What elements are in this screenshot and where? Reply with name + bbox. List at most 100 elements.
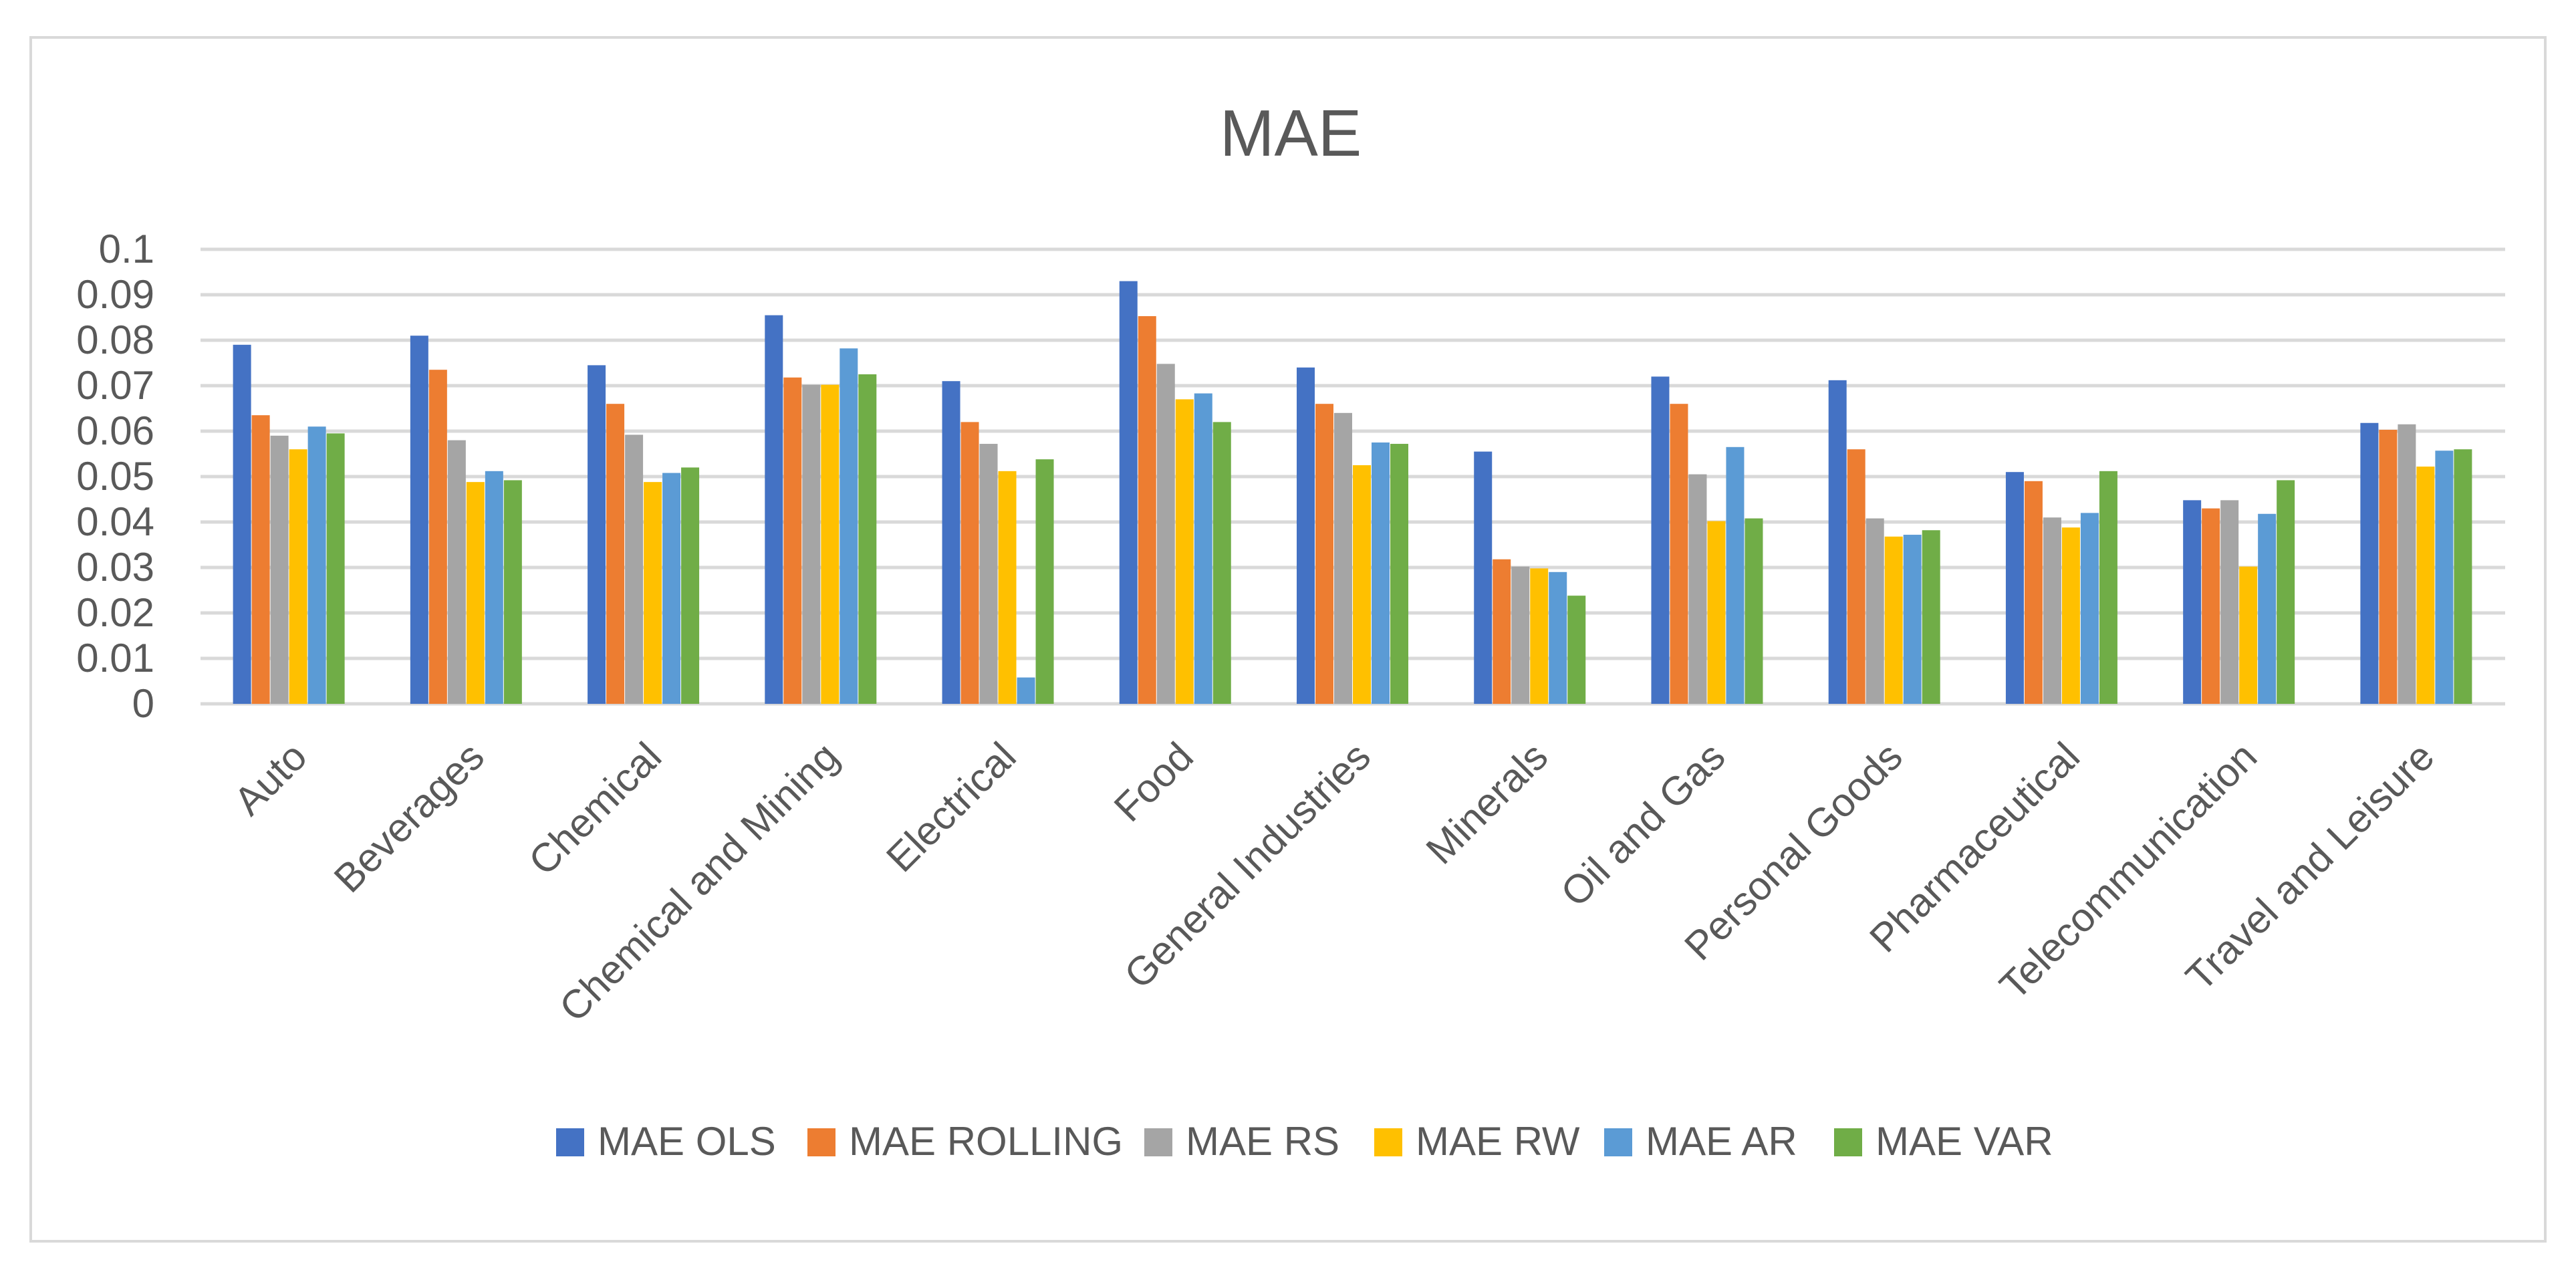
bar	[466, 482, 485, 704]
bar	[765, 315, 783, 705]
bar	[1865, 518, 1884, 704]
bar	[2202, 508, 2220, 704]
y-tick-label: 0.05	[76, 454, 154, 499]
legend-swatch	[1834, 1128, 1862, 1156]
bar	[2398, 424, 2416, 704]
bar	[1156, 364, 1175, 704]
bar	[1670, 404, 1688, 704]
bars	[233, 281, 2472, 705]
y-tick-label: 0.07	[76, 363, 154, 408]
bar	[1688, 474, 1707, 704]
bar	[1353, 465, 1371, 704]
chart-frame: MAE 0 0.01 0.02 0.03 0.04 0.05 0.06 0.07 0.08 0.0…	[29, 36, 2547, 1243]
bar	[2183, 500, 2202, 704]
bar	[289, 449, 307, 704]
bar	[625, 434, 644, 704]
legend-swatch	[1144, 1128, 1172, 1156]
bar	[2080, 513, 2099, 704]
bar	[2220, 500, 2239, 704]
legend-label: MAE RS	[1186, 1119, 1339, 1164]
bar	[2239, 566, 2258, 704]
bar	[1511, 566, 1530, 704]
y-tick-label: 0.1	[99, 227, 154, 271]
bar	[1903, 535, 1922, 704]
bar	[485, 471, 503, 704]
legend-label: MAE VAR	[1876, 1119, 2053, 1164]
bar	[503, 480, 522, 704]
bar	[1549, 571, 1567, 704]
bar	[1847, 449, 1865, 704]
bar	[979, 444, 998, 704]
bar	[821, 384, 840, 704]
bar	[2435, 451, 2454, 704]
bar	[1315, 404, 1333, 704]
y-tick-label: 0.02	[76, 590, 154, 635]
bar	[2005, 472, 2024, 704]
y-tick-label: 0.04	[76, 499, 154, 544]
y-tick-label: 0.03	[76, 545, 154, 590]
chart-svg: MAE 00.010.020.030.040.050.060.070.080.0…	[76, 96, 2505, 1164]
bar	[1175, 399, 1194, 704]
bar	[2360, 422, 2379, 704]
y-tick-label: 0.06	[76, 408, 154, 453]
bar	[1017, 677, 1035, 704]
bar	[1212, 422, 1231, 704]
bar	[2043, 517, 2061, 704]
x-tick-label: Minerals	[1418, 734, 1557, 873]
bar	[2024, 481, 2043, 704]
bar	[2416, 467, 2435, 704]
bar	[1493, 559, 1511, 704]
bar	[270, 435, 289, 704]
bar	[2061, 527, 2080, 704]
bar	[307, 426, 326, 704]
bar	[447, 440, 466, 704]
x-tick-label: Food	[1106, 734, 1202, 830]
bar	[1828, 380, 1847, 704]
bar	[1297, 367, 1315, 704]
legend-label: MAE OLS	[598, 1119, 776, 1164]
bar	[2454, 449, 2472, 704]
bar	[1567, 596, 1586, 704]
bar	[1707, 521, 1726, 704]
x-tick-label: Electrical	[878, 734, 1024, 880]
bar	[1334, 412, 1352, 704]
bar	[960, 422, 979, 704]
bar	[1194, 393, 1212, 704]
bar	[2258, 513, 2277, 704]
bar	[2277, 480, 2295, 704]
bar	[1372, 442, 1390, 704]
x-tick-label: Oil and Gas	[1552, 734, 1733, 915]
chart-title: MAE	[1220, 96, 1362, 170]
bar	[2379, 429, 2398, 704]
x-tick-label: Auto	[225, 734, 315, 824]
bar	[802, 384, 821, 704]
bar	[998, 471, 1017, 704]
legend-label: MAE AR	[1646, 1119, 1797, 1164]
legend: MAE OLS MAE ROLLING MAE RS MAE RW MAE AR MAE …	[556, 1119, 2053, 1164]
bar	[1035, 459, 1054, 704]
bar	[1119, 281, 1138, 705]
bar	[588, 365, 606, 704]
bar	[428, 370, 447, 704]
bar	[1530, 568, 1549, 704]
legend-swatch	[1374, 1128, 1402, 1156]
bar	[1884, 536, 1903, 704]
legend-swatch	[556, 1128, 584, 1156]
legend-swatch	[807, 1128, 835, 1156]
bar	[1138, 315, 1156, 705]
bar	[942, 381, 960, 704]
bar	[1390, 444, 1408, 704]
y-tick-label: 0.09	[76, 272, 154, 317]
bar	[2099, 471, 2117, 704]
bar	[251, 415, 270, 704]
y-tick-label: 0.08	[76, 317, 154, 362]
x-tick-label: Chemical	[520, 734, 670, 884]
bar	[858, 374, 877, 704]
y-tick-label: 0	[132, 681, 154, 726]
bar	[681, 467, 700, 704]
y-axis-ticks: 00.010.020.030.040.050.060.070.080.090.1	[76, 227, 154, 726]
bar	[1726, 446, 1745, 704]
bar	[606, 404, 625, 704]
x-tick-label: Beverages	[326, 734, 493, 901]
